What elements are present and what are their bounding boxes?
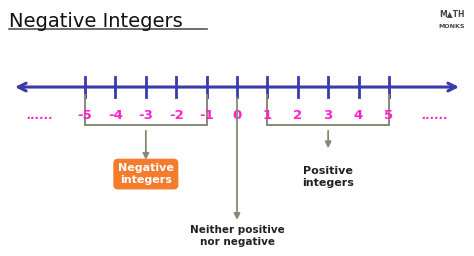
Text: -2: -2 [169, 109, 183, 122]
Text: -5: -5 [78, 109, 92, 122]
Text: ......: ...... [26, 109, 53, 122]
Text: -1: -1 [199, 109, 214, 122]
Text: Neither positive
nor negative: Neither positive nor negative [190, 225, 284, 247]
Text: 1: 1 [263, 109, 272, 122]
Text: Negative
integers: Negative integers [118, 163, 174, 185]
Text: 0: 0 [232, 109, 242, 122]
Text: Negative Integers: Negative Integers [9, 12, 183, 30]
Text: ......: ...... [421, 109, 448, 122]
Text: 2: 2 [293, 109, 302, 122]
Text: 5: 5 [384, 109, 393, 122]
Text: -3: -3 [138, 109, 153, 122]
Text: 3: 3 [324, 109, 333, 122]
Text: 4: 4 [354, 109, 363, 122]
Text: Positive
integers: Positive integers [302, 166, 354, 188]
Text: -4: -4 [108, 109, 123, 122]
Text: MONKS: MONKS [438, 24, 465, 29]
Text: M▲TH: M▲TH [439, 9, 465, 18]
